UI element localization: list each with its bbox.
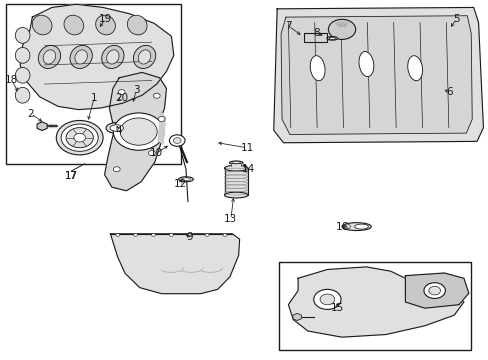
- Ellipse shape: [96, 15, 115, 35]
- Circle shape: [343, 224, 349, 229]
- Bar: [278, 262, 470, 350]
- Bar: [304, 33, 327, 42]
- Circle shape: [169, 135, 184, 146]
- Polygon shape: [273, 8, 483, 143]
- Circle shape: [113, 113, 163, 150]
- Text: 9: 9: [186, 232, 193, 242]
- Polygon shape: [231, 163, 241, 166]
- Polygon shape: [104, 72, 166, 191]
- Polygon shape: [158, 112, 165, 144]
- Ellipse shape: [38, 45, 61, 68]
- Circle shape: [158, 117, 164, 122]
- Circle shape: [61, 124, 98, 151]
- Text: 17: 17: [64, 171, 78, 181]
- Text: 7: 7: [285, 21, 291, 31]
- Ellipse shape: [102, 45, 124, 68]
- Ellipse shape: [178, 177, 193, 182]
- Circle shape: [428, 286, 440, 295]
- Ellipse shape: [64, 15, 83, 35]
- Ellipse shape: [133, 45, 155, 68]
- Polygon shape: [281, 16, 471, 135]
- Circle shape: [205, 233, 209, 236]
- Ellipse shape: [224, 165, 247, 171]
- Text: 19: 19: [99, 14, 112, 24]
- Text: 5: 5: [452, 14, 459, 24]
- Ellipse shape: [326, 37, 337, 40]
- Circle shape: [148, 150, 155, 156]
- Circle shape: [113, 167, 120, 172]
- Ellipse shape: [354, 224, 367, 229]
- Ellipse shape: [181, 178, 190, 181]
- Text: 17: 17: [65, 171, 78, 181]
- Circle shape: [74, 134, 85, 142]
- Ellipse shape: [15, 87, 30, 103]
- Ellipse shape: [106, 50, 119, 64]
- Circle shape: [56, 121, 103, 155]
- Ellipse shape: [229, 161, 243, 165]
- Circle shape: [151, 233, 155, 236]
- Circle shape: [328, 19, 355, 40]
- Text: 18: 18: [5, 75, 18, 85]
- Text: 13: 13: [224, 215, 237, 224]
- Polygon shape: [405, 273, 468, 308]
- Ellipse shape: [231, 162, 240, 164]
- Polygon shape: [292, 313, 301, 320]
- Text: 2: 2: [27, 109, 34, 119]
- Ellipse shape: [328, 37, 335, 40]
- Ellipse shape: [75, 50, 87, 64]
- Ellipse shape: [15, 27, 30, 43]
- Circle shape: [116, 233, 120, 236]
- Ellipse shape: [32, 15, 52, 35]
- Bar: [5, 4, 181, 164]
- Circle shape: [118, 90, 125, 95]
- Ellipse shape: [341, 223, 370, 230]
- Ellipse shape: [407, 56, 422, 81]
- Text: 10: 10: [150, 148, 163, 158]
- Ellipse shape: [224, 192, 247, 198]
- Ellipse shape: [309, 56, 325, 81]
- Circle shape: [120, 118, 157, 145]
- Ellipse shape: [106, 123, 127, 134]
- Circle shape: [320, 294, 334, 305]
- Text: 8: 8: [313, 28, 319, 38]
- Ellipse shape: [110, 125, 123, 131]
- Circle shape: [173, 138, 181, 143]
- Circle shape: [133, 233, 137, 236]
- Circle shape: [423, 283, 445, 298]
- Text: 14: 14: [241, 164, 255, 174]
- Text: 3: 3: [133, 85, 139, 95]
- Circle shape: [153, 93, 160, 98]
- Ellipse shape: [138, 50, 150, 64]
- Text: 20: 20: [115, 93, 128, 103]
- Circle shape: [313, 289, 340, 310]
- Text: 16: 16: [335, 222, 348, 232]
- Polygon shape: [37, 122, 47, 131]
- Ellipse shape: [15, 67, 30, 83]
- Polygon shape: [288, 267, 463, 337]
- Ellipse shape: [43, 50, 56, 64]
- Polygon shape: [224, 168, 247, 195]
- Circle shape: [169, 233, 173, 236]
- Circle shape: [187, 233, 191, 236]
- Text: 1: 1: [91, 93, 98, 103]
- Text: 11: 11: [240, 143, 253, 153]
- Text: 4: 4: [115, 126, 122, 135]
- Text: 15: 15: [330, 303, 343, 314]
- Circle shape: [223, 233, 226, 236]
- Ellipse shape: [127, 15, 147, 35]
- Ellipse shape: [70, 45, 92, 68]
- Ellipse shape: [15, 48, 30, 63]
- Text: 6: 6: [445, 87, 452, 97]
- Polygon shape: [110, 234, 239, 294]
- Polygon shape: [20, 4, 173, 109]
- Text: 12: 12: [173, 179, 186, 189]
- Ellipse shape: [358, 51, 373, 77]
- Circle shape: [66, 128, 93, 148]
